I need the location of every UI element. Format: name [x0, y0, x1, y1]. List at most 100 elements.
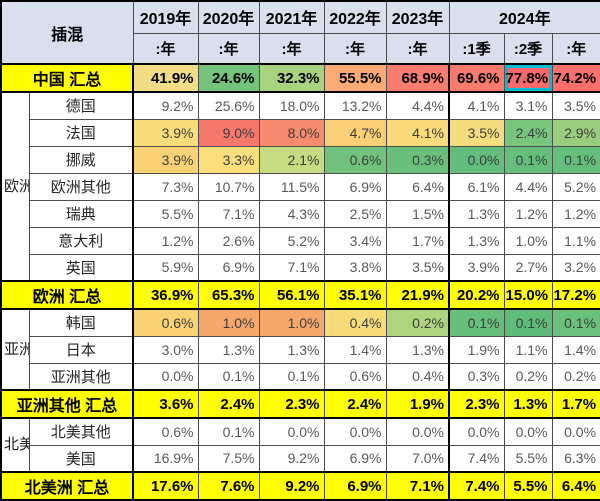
table-body: 中国 汇总 41.9% 24.6% 32.3% 55.5% 68.9% 69.6% 77.8%… [0, 63, 600, 501]
data-cell: 41.9% [132, 63, 199, 93]
data-cell: 0.0% [323, 417, 387, 446]
row-label: 日本 [28, 335, 134, 364]
data-cell: 5.5% [503, 471, 553, 501]
data-cell: 0.2% [385, 308, 450, 337]
data-cell: 2.4% [323, 389, 387, 419]
total-row-label: 北美洲 汇总 [0, 471, 134, 501]
data-cell: 2.3% [258, 389, 325, 419]
data-cell: 2.6% [197, 226, 260, 255]
data-cell: 1.3% [258, 335, 325, 364]
table-header: 插混 2019年 2020年 2021年 2022年 2023年 2024年:年:年:年:年… [0, 0, 600, 65]
year-header: 2023年 [385, 0, 450, 34]
data-cell: 7.1% [385, 471, 450, 501]
total-row: 北美洲 汇总 17.6% 7.6% 9.2% 6.9% 7.1% 7.4% 5.5% 6.4% [0, 471, 600, 501]
data-cell: 3.5% [385, 253, 450, 282]
data-cell: 1.7% [551, 389, 600, 419]
year-header: 2019年 [132, 0, 199, 34]
table-row: 亚洲其他 0.0% 0.1% 0.1% 0.6% 0.4% 0.3% 0.2% 0.2% [1, 362, 600, 391]
data-cell: 10.7% [197, 172, 260, 201]
data-cell: 6.9% [323, 471, 387, 501]
year-header: 2021年 [258, 0, 325, 34]
header-subperiod-row: :年:年:年:年:年:1季:2季:年 [1, 32, 600, 65]
data-cell: 3.9% [132, 118, 199, 147]
data-cell: 0.1% [448, 308, 505, 337]
data-cell: 1.1% [503, 335, 553, 364]
data-cell: 6.4% [385, 172, 450, 201]
table-row: 挪威 3.9% 3.3% 2.1% 0.6% 0.3% 0.0% 0.1% 0.1% [1, 145, 600, 174]
row-label: 美国 [28, 444, 134, 473]
data-cell: 1.4% [323, 335, 387, 364]
table-row: 日本 3.0% 1.3% 1.3% 1.4% 1.3% 1.9% 1.1% 1.4% [1, 335, 600, 364]
data-cell: 65.3% [197, 280, 260, 310]
data-cell: 3.2% [551, 253, 600, 282]
data-cell: 0.1% [197, 417, 260, 446]
data-cell: 5.2% [551, 172, 600, 201]
data-cell: 4.4% [503, 172, 553, 201]
data-cell: 0.3% [385, 145, 450, 174]
data-cell: 17.2% [551, 280, 600, 310]
row-label: 法国 [28, 118, 134, 147]
data-cell: 1.0% [258, 308, 325, 337]
data-cell: 0.6% [323, 145, 387, 174]
total-row-label: 欧洲 汇总 [0, 280, 134, 310]
data-cell: 0.2% [551, 362, 600, 391]
data-cell: 2.4% [197, 389, 260, 419]
data-cell: 3.3% [197, 145, 260, 174]
data-cell: 3.1% [503, 91, 553, 120]
data-cell: 9.2% [258, 444, 325, 473]
data-cell: 0.1% [258, 362, 325, 391]
data-cell: 0.0% [448, 145, 505, 174]
table-title-cell: 插混 [0, 0, 134, 65]
data-cell: 56.1% [258, 280, 325, 310]
year-header: 2024年 [448, 0, 600, 34]
data-cell: 3.5% [448, 118, 505, 147]
data-cell: 4.3% [258, 199, 325, 228]
table-row: 意大利 1.2% 2.6% 5.2% 3.4% 1.7% 1.3% 1.0% 1.1% [1, 226, 600, 255]
data-cell: 21.9% [385, 280, 450, 310]
data-cell: 0.1% [197, 362, 260, 391]
row-label: 挪威 [28, 145, 134, 174]
data-cell: 0.6% [323, 362, 387, 391]
data-cell: 2.1% [258, 145, 325, 174]
data-cell: 1.3% [448, 199, 505, 228]
data-cell: 5.2% [258, 226, 325, 255]
data-cell: 36.9% [132, 280, 199, 310]
total-row: 欧洲 汇总 36.9% 65.3% 56.1% 35.1% 21.9% 20.2% 15.0%… [0, 280, 600, 310]
data-cell: 7.0% [385, 444, 450, 473]
data-cell: 5.5% [132, 199, 199, 228]
data-cell: 1.3% [503, 389, 553, 419]
data-cell: 0.0% [385, 417, 450, 446]
data-cell: 1.3% [197, 335, 260, 364]
subperiod-header: :年 [323, 32, 387, 65]
data-cell: 6.9% [197, 253, 260, 282]
data-cell: 55.5% [323, 63, 387, 93]
data-cell: 1.4% [551, 335, 600, 364]
data-cell: 0.4% [323, 308, 387, 337]
data-cell: 0.0% [132, 362, 199, 391]
data-cell: 35.1% [323, 280, 387, 310]
data-cell: 6.3% [551, 444, 600, 473]
data-cell: 6.4% [551, 471, 600, 501]
data-cell: 3.8% [323, 253, 387, 282]
data-cell: 0.6% [132, 417, 199, 446]
data-cell: 18.0% [258, 91, 325, 120]
row-label: 北美其他 [28, 417, 134, 446]
data-cell: 25.6% [197, 91, 260, 120]
data-cell: 1.2% [551, 199, 600, 228]
data-cell: 7.4% [448, 471, 505, 501]
data-cell: 8.0% [258, 118, 325, 147]
data-cell: 2.7% [503, 253, 553, 282]
data-cell: 16.9% [132, 444, 199, 473]
table-row: 欧洲德国9.2%25.6%18.0%13.2%4.4%4.1%3.1%3.5% [0, 91, 600, 282]
data-cell: 0.1% [503, 145, 553, 174]
region-label: 欧洲 [0, 91, 30, 282]
data-cell: 69.6% [448, 63, 505, 93]
data-cell: 3.9% [132, 145, 199, 174]
data-cell: 1.3% [385, 335, 450, 364]
total-row-label: 亚洲其他 汇总 [0, 389, 134, 419]
row-label: 韩国 [28, 308, 134, 337]
data-cell: 5.9% [132, 253, 199, 282]
data-cell: 1.9% [385, 389, 450, 419]
data-cell: 74.2% [551, 63, 600, 93]
